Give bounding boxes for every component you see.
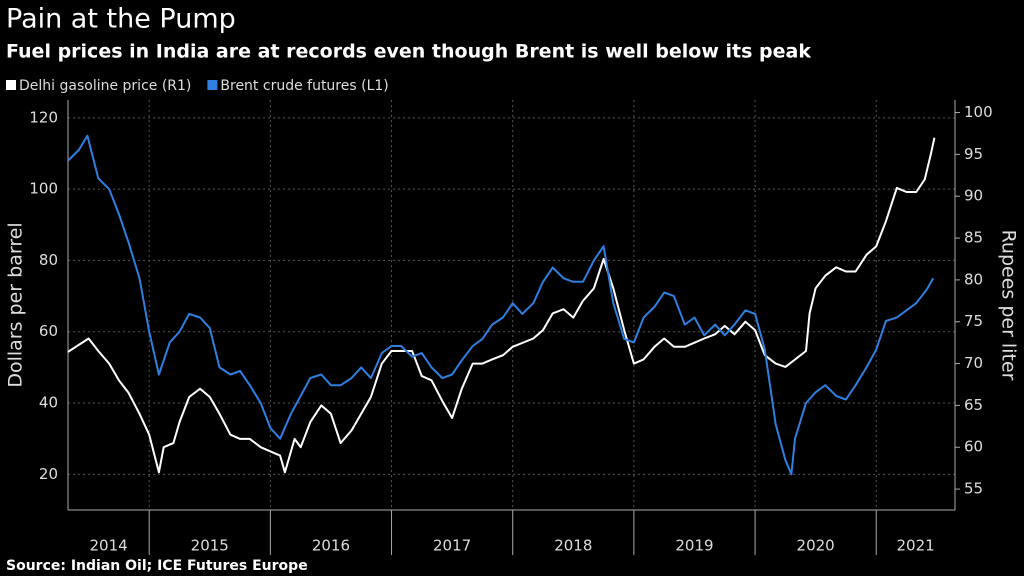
x-tick-label: 2017 — [433, 537, 471, 555]
legend-label: Brent crude futures (L1) — [220, 78, 388, 94]
x-tick-label: 2015 — [191, 537, 229, 555]
y2-tick-label: 100 — [964, 103, 993, 121]
x-tick-label: 2019 — [675, 537, 713, 555]
y-tick-label: 20 — [39, 465, 58, 483]
y2-tick-label: 95 — [964, 145, 983, 163]
chart-subtitle: Fuel prices in India are at records even… — [6, 41, 811, 63]
y-tick-label: 40 — [39, 394, 58, 412]
chart-title: Pain at the Pump — [6, 4, 236, 35]
x-tick-label: 2018 — [554, 537, 592, 555]
y2-tick-label: 75 — [964, 312, 983, 330]
x-tick-label: 2021 — [897, 537, 935, 555]
y-tick-label: 60 — [39, 322, 58, 340]
y2-tick-label: 65 — [964, 396, 983, 414]
y-tick-label: 80 — [39, 251, 58, 269]
legend-swatch — [6, 80, 16, 90]
y2-tick-label: 80 — [964, 270, 983, 288]
y2-tick-label: 55 — [964, 480, 983, 498]
y-tick-label: 100 — [29, 180, 58, 198]
y2-axis-label: Rupees per liter — [998, 230, 1020, 381]
y-tick-label: 120 — [29, 108, 58, 126]
series-line — [67, 137, 936, 474]
y2-tick-label: 85 — [964, 229, 983, 247]
y2-tick-label: 60 — [964, 438, 983, 456]
source: Source: Indian Oil; ICE Futures Europe — [6, 558, 308, 574]
y2-tick-label: 90 — [964, 187, 983, 205]
y-axis-label: Dollars per barrel — [5, 222, 27, 387]
x-tick-label: 2014 — [89, 537, 127, 555]
x-tick-label: 2020 — [797, 537, 835, 555]
series-line — [67, 134, 935, 476]
x-tick-label: 2016 — [312, 537, 350, 555]
legend-swatch — [207, 80, 218, 90]
legend-label: Delhi gasoline price (R1) — [19, 78, 191, 94]
y2-tick-label: 70 — [964, 354, 983, 372]
